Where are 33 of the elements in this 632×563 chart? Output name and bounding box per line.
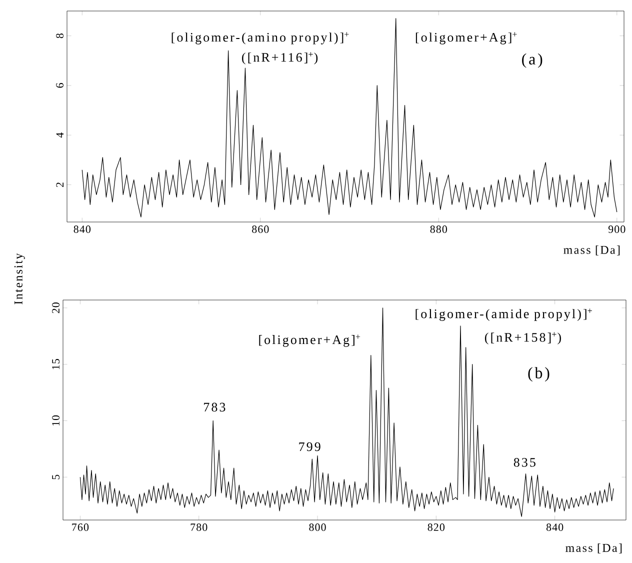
y-tick-label: 2 (56, 182, 64, 188)
line-series (80, 308, 614, 517)
annotation: [oligomer-(amide propyl)]$^{+}$ (416, 308, 592, 321)
annotation: [oligomer-(amino propyl)]$^{+}$ (172, 32, 349, 44)
y-tick-label: 4 (56, 132, 64, 138)
annotation: [oligomer+Ag]$^{+}$ (416, 32, 517, 44)
x-tick-label: 840 (74, 226, 90, 233)
annotation: ([nR+158]$^{+}$) (484, 332, 561, 344)
x-tick-label: 780 (190, 524, 208, 531)
x-axis-title: mass [Da] (564, 246, 620, 256)
annotation: 783 (204, 402, 226, 412)
x-tick-label: 860 (252, 226, 269, 233)
y-tick-label: 20 (52, 302, 60, 314)
annotation: (b) (528, 367, 550, 382)
x-tick-label: 800 (309, 524, 326, 531)
x-tick-label: 760 (72, 524, 89, 531)
y-tick-label: 5 (52, 474, 60, 480)
x-tick-label: 820 (428, 524, 445, 531)
x-tick-label: 900 (608, 226, 626, 233)
annotation: 835 (514, 458, 536, 467)
y-tick-label: 15 (52, 358, 60, 370)
line-series (82, 18, 618, 218)
annotation: 799 (299, 442, 320, 452)
x-tick-label: 840 (546, 524, 564, 531)
y-axis-title: Intensity (14, 253, 25, 304)
annotation: ([nR+116]$^{+}$) (242, 52, 318, 64)
x-axis-title: mass [Da] (566, 544, 622, 554)
y-tick-label: 6 (56, 83, 64, 88)
annotation: (a) (522, 53, 542, 68)
y-tick-label: 10 (52, 415, 60, 426)
y-tick-label: 8 (56, 34, 64, 38)
x-tick-label: 880 (430, 226, 447, 233)
annotation: [oligomer+Ag]$^{+}$ (259, 334, 360, 347)
